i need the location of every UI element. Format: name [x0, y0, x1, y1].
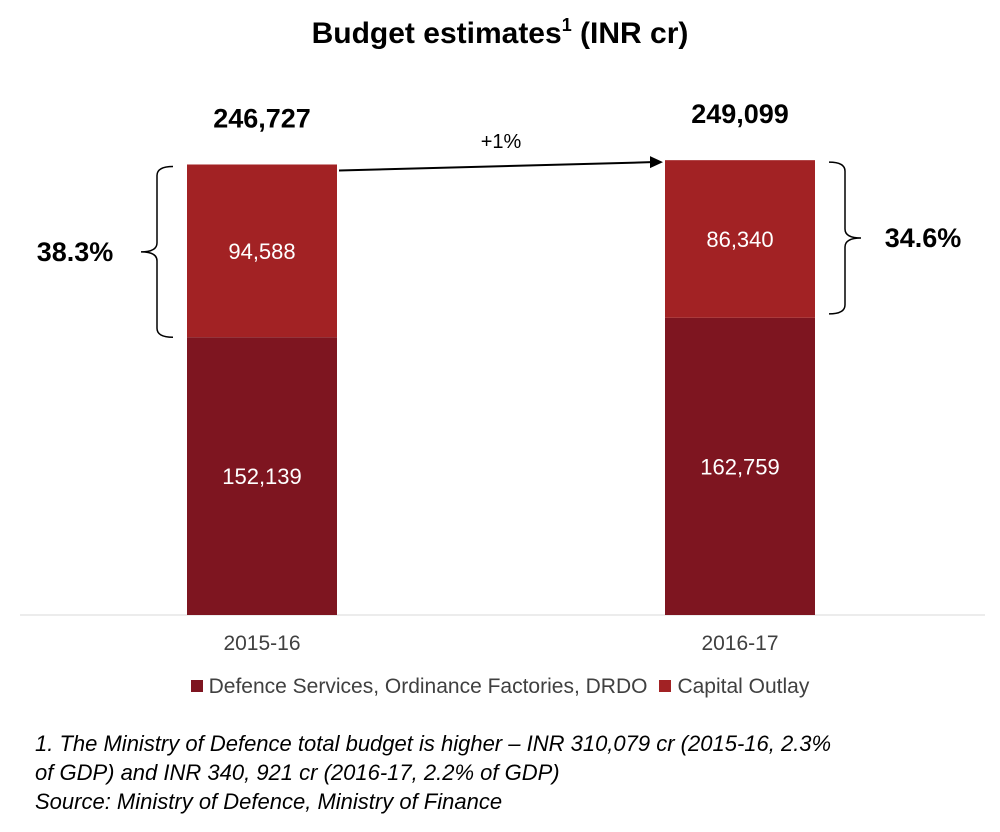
budget-chart: Budget estimates1 (INR cr) 152,139 94,588…: [20, 15, 985, 655]
growth-arrow-line: [338, 161, 652, 172]
growth-label: +1%: [481, 131, 522, 153]
bar-total-label: 249,099: [691, 99, 789, 129]
bar-value-label: 86,340: [706, 227, 773, 252]
x-tick-label: 2016-17: [701, 632, 778, 655]
chart-legend: Defence Services, Ordinance Factories, D…: [0, 675, 1000, 699]
bar-capital-outlay-2015-16: [187, 164, 337, 338]
legend-swatch: [659, 680, 672, 692]
capital-share-brace-left: [140, 165, 174, 338]
bar-defence-services-2016-17: [665, 317, 815, 615]
x-tick-label: 2015-16: [223, 632, 300, 655]
footnote-line-2: of GDP) and INR 340, 921 cr (2016-17, 2.…: [35, 760, 560, 785]
legend-label: Capital Outlay: [677, 675, 810, 698]
capital-share-label: 38.3%: [37, 237, 114, 267]
footnote-source: Source: Ministry of Defence, Ministry of…: [35, 789, 503, 814]
bar-total-label: 246,727: [213, 103, 311, 133]
legend-swatch: [190, 680, 203, 692]
capital-share-brace-right: [828, 161, 862, 315]
chart-title: Budget estimates1 (INR cr): [312, 15, 689, 50]
growth-arrowhead: [650, 156, 663, 169]
legend-item: Capital Outlay: [659, 675, 809, 699]
legend-label: Defence Services, Ordinance Factories, D…: [208, 675, 648, 698]
bar-defence-services-2015-16: [187, 337, 337, 615]
bar-value-label: 152,139: [222, 464, 302, 489]
capital-share-label: 34.6%: [885, 223, 962, 253]
bar-value-label: 162,759: [700, 454, 780, 479]
bar-capital-outlay-2016-17: [665, 160, 815, 318]
legend-item: Defence Services, Ordinance Factories, D…: [190, 675, 648, 699]
footnotes: 1. The Ministry of Defence total budget …: [35, 729, 985, 816]
bar-value-label: 94,588: [228, 239, 295, 264]
footnote-line-1: 1. The Ministry of Defence total budget …: [35, 731, 832, 756]
